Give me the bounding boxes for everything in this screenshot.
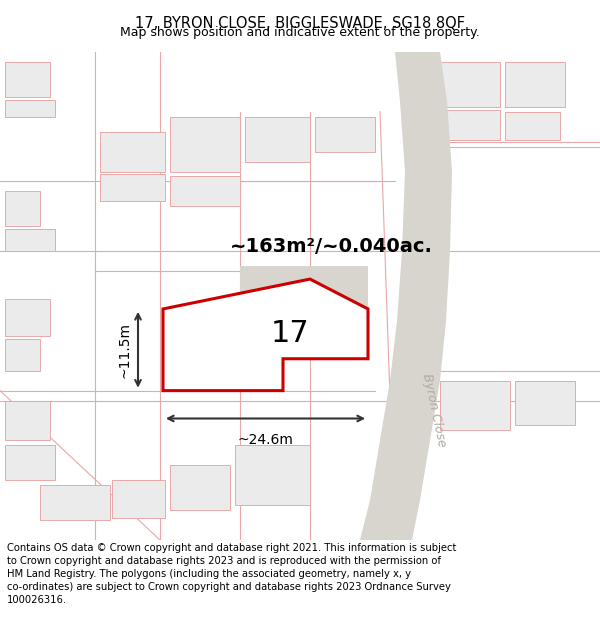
Polygon shape <box>112 480 165 518</box>
Polygon shape <box>100 174 165 201</box>
Polygon shape <box>5 339 40 371</box>
Polygon shape <box>163 279 368 391</box>
Text: Contains OS data © Crown copyright and database right 2021. This information is : Contains OS data © Crown copyright and d… <box>7 542 457 606</box>
Polygon shape <box>5 299 50 336</box>
Polygon shape <box>440 62 500 107</box>
Polygon shape <box>100 132 165 171</box>
Polygon shape <box>505 62 565 107</box>
Polygon shape <box>315 117 375 152</box>
Text: ~163m²/~0.040ac.: ~163m²/~0.040ac. <box>230 237 433 256</box>
Polygon shape <box>40 485 110 520</box>
Polygon shape <box>5 229 55 251</box>
Text: Map shows position and indicative extent of the property.: Map shows position and indicative extent… <box>120 26 480 39</box>
Polygon shape <box>235 446 310 505</box>
Polygon shape <box>245 117 310 161</box>
Polygon shape <box>5 446 55 480</box>
Polygon shape <box>440 110 500 139</box>
Polygon shape <box>515 381 575 426</box>
Text: ~24.6m: ~24.6m <box>238 433 293 447</box>
Polygon shape <box>170 465 230 510</box>
Polygon shape <box>440 381 510 431</box>
Text: ~11.5m: ~11.5m <box>118 322 132 378</box>
Polygon shape <box>5 62 50 97</box>
Polygon shape <box>170 117 240 171</box>
Polygon shape <box>5 100 55 117</box>
Polygon shape <box>170 176 240 206</box>
Text: 17: 17 <box>271 319 310 348</box>
Polygon shape <box>360 52 452 540</box>
Polygon shape <box>240 266 368 359</box>
Text: 17, BYRON CLOSE, BIGGLESWADE, SG18 8QF: 17, BYRON CLOSE, BIGGLESWADE, SG18 8QF <box>135 16 465 31</box>
Polygon shape <box>505 112 560 139</box>
Polygon shape <box>5 191 40 226</box>
Polygon shape <box>5 401 50 441</box>
Text: Byron Close: Byron Close <box>420 372 448 449</box>
